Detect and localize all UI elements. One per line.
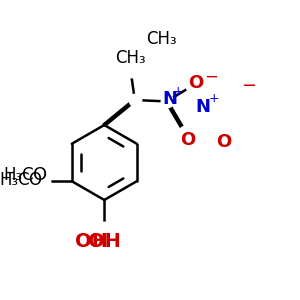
Text: OH: OH [75, 232, 108, 251]
Text: OH: OH [88, 232, 121, 251]
Text: −: − [241, 77, 256, 95]
Text: O: O [188, 74, 203, 92]
Text: N: N [195, 98, 210, 116]
Text: +: + [173, 85, 184, 98]
Text: O: O [28, 171, 41, 189]
Text: O: O [180, 131, 195, 149]
Text: −: − [204, 68, 218, 85]
Text: O: O [216, 133, 231, 151]
Text: +: + [208, 92, 219, 105]
Text: N: N [163, 90, 178, 108]
Text: H₃C: H₃C [3, 166, 34, 184]
Text: CH₃: CH₃ [146, 30, 176, 48]
Text: H₃C: H₃C [0, 171, 30, 189]
Text: CH₃: CH₃ [116, 50, 146, 68]
Text: O: O [33, 166, 47, 184]
